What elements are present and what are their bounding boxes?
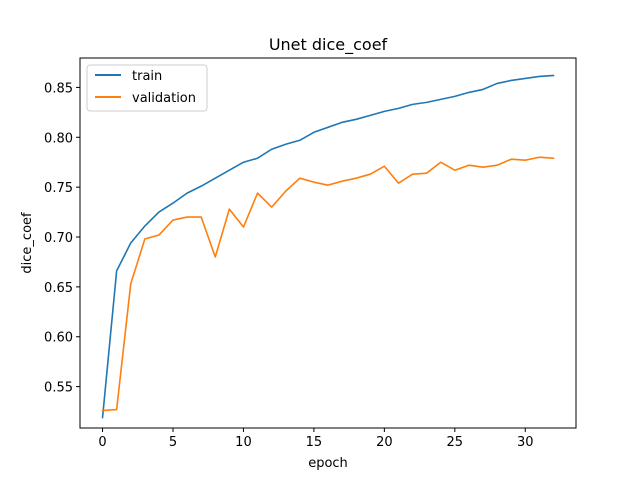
- y-axis-label: dice_coef: [20, 212, 35, 274]
- x-tick-label: 15: [306, 435, 323, 450]
- y-tick-label: 0.65: [44, 281, 73, 296]
- series-line-train: [101, 74, 555, 419]
- x-tick-label: 10: [235, 435, 252, 450]
- y-tick-label: 0.75: [44, 181, 73, 196]
- y-tick-label: 0.85: [44, 81, 73, 96]
- x-tick-label: 0: [98, 435, 106, 450]
- x-tick-label: 5: [169, 435, 177, 450]
- plot-area: [79, 57, 577, 429]
- legend-label-train: train: [132, 69, 162, 84]
- x-axis: 0 5 10 15 20 25 30: [98, 428, 534, 450]
- series-line-validation: [101, 156, 555, 412]
- y-tick-label: 0.80: [44, 131, 73, 146]
- legend-label-validation: validation: [132, 91, 196, 106]
- plot-frame: [79, 57, 577, 429]
- x-tick-label: 25: [447, 435, 464, 450]
- y-tick-label: 0.55: [44, 381, 73, 396]
- series-layer: [101, 74, 555, 419]
- x-tick-label: 30: [517, 435, 534, 450]
- legend-box: [86, 64, 208, 112]
- x-axis-label: epoch: [308, 456, 348, 471]
- chart-title: Unet dice_coef: [269, 35, 388, 55]
- y-tick-label: 0.70: [44, 231, 73, 246]
- y-axis: 0.55 0.60 0.65 0.70 0.75 0.80 0.85: [44, 81, 80, 396]
- y-tick-label: 0.60: [44, 331, 73, 346]
- x-tick-label: 20: [376, 435, 393, 450]
- legend: train validation: [86, 64, 208, 112]
